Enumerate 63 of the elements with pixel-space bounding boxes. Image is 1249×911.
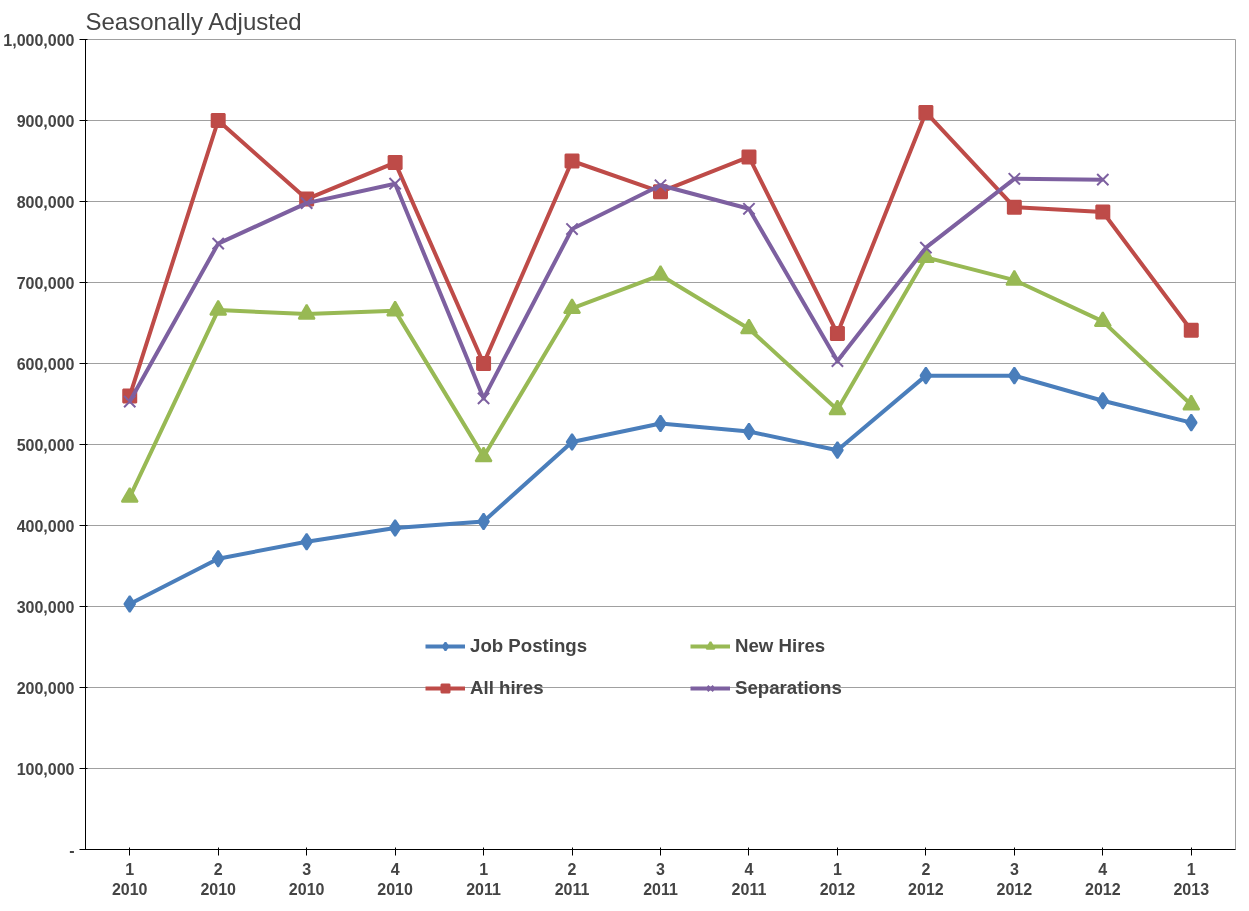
x-tick-label: 2 2012 <box>908 860 944 898</box>
legend-label: Job Postings <box>470 635 589 657</box>
x-tick-label: 1 2011 <box>466 860 502 898</box>
point <box>1096 172 1110 187</box>
point <box>565 433 579 452</box>
point <box>1007 172 1021 186</box>
point <box>742 422 756 441</box>
y-tick-label: 100,000 <box>16 760 75 778</box>
chart-title: Seasonally Adjusted <box>85 7 302 35</box>
point <box>739 318 758 335</box>
point <box>123 595 137 614</box>
point <box>653 178 668 192</box>
point <box>476 391 491 405</box>
point <box>919 366 933 385</box>
point <box>564 153 580 169</box>
point <box>830 354 845 368</box>
point <box>476 356 492 371</box>
legend-label: New Hires <box>735 635 827 657</box>
point <box>919 241 933 255</box>
point <box>1096 391 1110 410</box>
point <box>918 104 934 120</box>
point <box>1095 204 1111 220</box>
y-tick-label: 1,000,000 <box>3 31 75 49</box>
y-tick-label: - <box>69 841 75 859</box>
point <box>388 177 402 191</box>
y-tick-label: 600,000 <box>16 355 75 373</box>
point <box>1183 322 1199 338</box>
point <box>563 298 582 315</box>
y-tick-label: 400,000 <box>16 517 75 535</box>
y-tick-label: 800,000 <box>16 193 75 211</box>
point <box>210 113 226 128</box>
x-tick-label: 1 2012 <box>819 860 856 898</box>
point <box>741 149 757 165</box>
point <box>211 549 225 568</box>
point <box>388 518 402 537</box>
x-tick-label: 1 2013 <box>1173 860 1210 898</box>
point <box>1006 199 1022 215</box>
y-tick-label: 500,000 <box>16 436 75 454</box>
point <box>742 202 756 216</box>
point <box>123 394 137 409</box>
x-tick-label: 4 2012 <box>1085 860 1121 898</box>
x-tick-label: 3 2012 <box>996 860 1033 898</box>
x-tick-label: 4 2010 <box>377 860 414 898</box>
x-tick-label: 2 2010 <box>200 860 237 898</box>
x-tick-label: 4 2011 <box>731 860 767 898</box>
point <box>387 155 403 171</box>
point <box>829 326 845 342</box>
x-tick-label: 2 2011 <box>554 860 590 898</box>
legend-label: Separations <box>735 677 843 699</box>
point <box>211 236 225 251</box>
point <box>828 399 847 416</box>
y-tick-label: 700,000 <box>16 274 75 292</box>
point <box>565 222 579 236</box>
point <box>300 196 314 210</box>
point <box>1184 413 1198 432</box>
x-tick-label: 1 2010 <box>111 860 148 898</box>
y-tick-label: 900,000 <box>16 112 75 130</box>
x-tick-label: 3 2010 <box>288 860 325 898</box>
y-tick-label: 300,000 <box>16 598 75 616</box>
point <box>474 446 493 463</box>
legend-label: All hires <box>470 677 545 699</box>
y-tick-label: 200,000 <box>16 679 75 697</box>
x-tick-label: 3 2011 <box>643 860 678 898</box>
